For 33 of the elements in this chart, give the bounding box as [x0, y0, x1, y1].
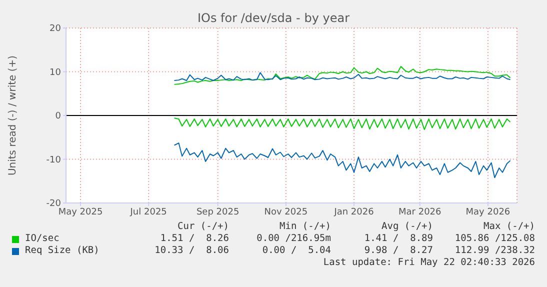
y-tick-label: -10 — [46, 155, 62, 166]
text: 9.98 / 8.27 — [363, 245, 433, 257]
text: 0.00 /216.95m — [256, 233, 331, 245]
line-series — [174, 118, 511, 130]
y-tick-label: 0 — [55, 112, 62, 122]
text: 112.99 /238.32 — [454, 245, 535, 257]
text: 1.51 / 8.26 — [159, 233, 229, 245]
x-tick-label: Sep 2025 — [196, 207, 240, 218]
text: 0.00 / 5.04 — [261, 245, 331, 257]
text: Avg (-/+) — [380, 221, 433, 233]
y-tick-label: 20 — [50, 24, 62, 34]
line-series — [174, 66, 511, 85]
line-series — [174, 72, 511, 81]
text: 10.33 / 8.06 — [154, 245, 229, 257]
x-tick-label: May 2026 — [466, 207, 510, 218]
x-tick-label: Nov 2025 — [264, 207, 308, 218]
y-tick-label: -20 — [46, 199, 62, 210]
text: 105.86 /125.08 — [454, 233, 535, 245]
chart-title: IOs for /dev/sda - by year — [196, 11, 351, 25]
y-axis-title: Units read (-) / write (+) — [8, 55, 19, 176]
x-tick-label: Jul 2025 — [129, 207, 167, 218]
legend-label: Req Size (KB) — [24, 245, 100, 257]
line-series — [174, 142, 511, 178]
legend-label: IO/sec — [24, 233, 60, 245]
text: Min (-/+) — [278, 221, 331, 233]
text: Last update: Fri May 22 02:40:33 2026 — [322, 257, 535, 269]
y-tick-label: 10 — [50, 68, 62, 78]
text: 1.41 / 8.89 — [363, 233, 433, 245]
x-tick-label: Jan 2026 — [333, 207, 374, 218]
x-tick-label: Mar 2026 — [398, 207, 442, 218]
text: Max (-/+) — [482, 221, 535, 233]
text: Cur (-/+) — [176, 221, 229, 233]
x-tick-label: May 2025 — [58, 207, 103, 218]
